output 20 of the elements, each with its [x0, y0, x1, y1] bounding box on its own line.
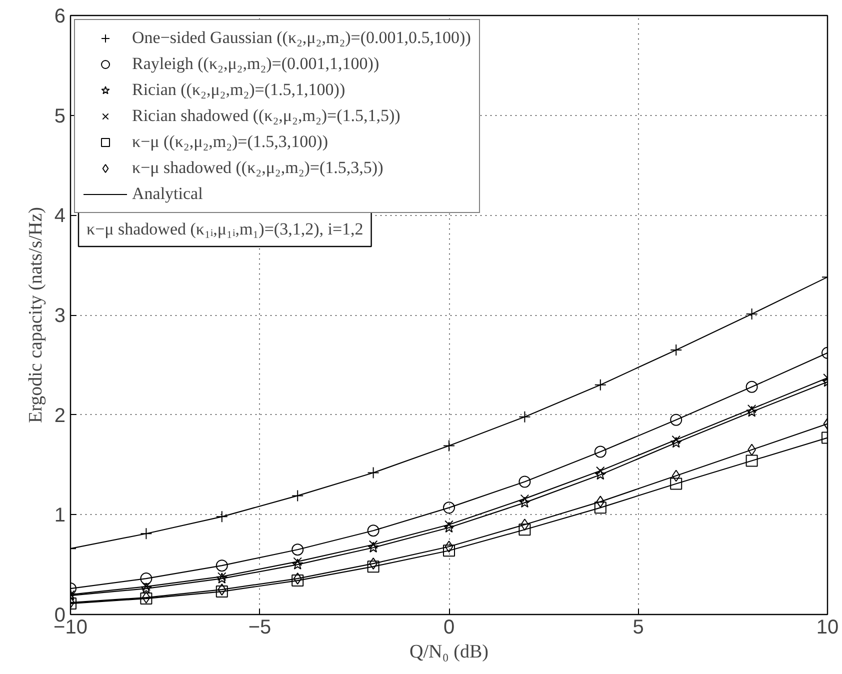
y-tick-label: 5 — [54, 105, 66, 128]
x-tick-label: 0 — [443, 616, 455, 638]
legend-label: Rayleigh ((κ₂,μ₂,m₂)=(0.001,1,100)) — [132, 54, 380, 74]
y-tick-label: 4 — [54, 205, 66, 228]
y-tick-label: 1 — [54, 504, 66, 527]
legend-label: One−sided Gaussian ((κ₂,μ₂,m₂)=(0.001,0.5,100)) — [132, 28, 471, 48]
annotation: κ−μ shadowed (κ₁ᵢ,μ₁ᵢ,m₁)=(3,1,2), i=1,2 — [86, 220, 364, 238]
x-tick-label: 10 — [816, 616, 839, 638]
legend-label: Rician shadowed ((κ₂,μ₂,m₂)=(1.5,1,5)) — [132, 106, 400, 126]
y-tick-label: 6 — [54, 6, 66, 28]
legend-label: Rician ((κ₂,μ₂,m₂)=(1.5,1,100)) — [132, 80, 346, 100]
y-axis-title: Ergodic capacity (nats/s/Hz) — [25, 207, 46, 423]
legend-label: Analytical — [132, 184, 203, 204]
y-tick-label: 3 — [54, 305, 66, 327]
legend-label: κ−μ ((κ₂,μ₂,m₂)=(1.5,3,100)) — [132, 132, 328, 152]
x-tick-label: 5 — [632, 616, 644, 638]
y-tick-label: 2 — [54, 404, 66, 427]
x-axis-title: Q/N₀ (dB) — [410, 642, 488, 662]
x-tick-label: −5 — [248, 616, 272, 638]
legend-label: κ−μ shadowed ((κ₂,μ₂,m₂)=(1.5,3,5)) — [132, 158, 384, 178]
